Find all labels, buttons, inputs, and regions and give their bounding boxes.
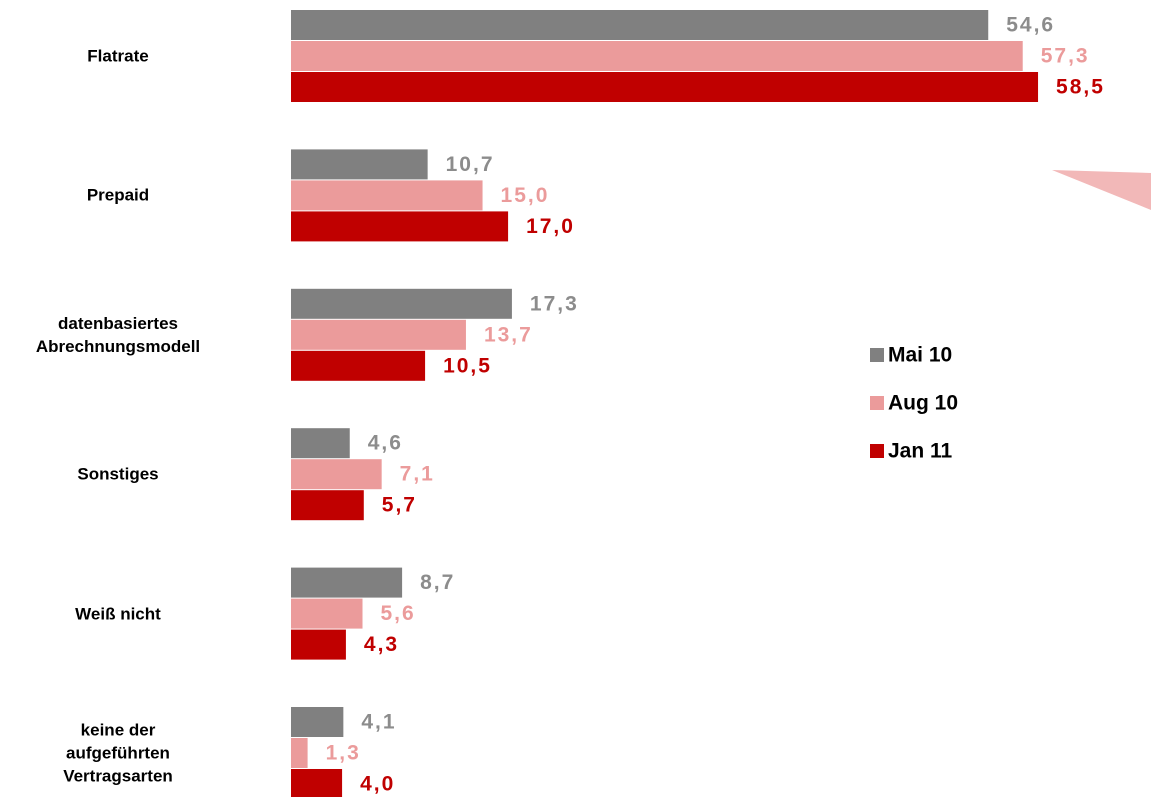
value-label: 4,3	[364, 633, 399, 656]
bar	[291, 211, 509, 242]
value-label: 5,7	[382, 494, 417, 517]
value-label: 4,6	[368, 432, 403, 455]
value-label: 17,3	[530, 292, 579, 315]
bar	[291, 629, 346, 660]
bar	[291, 149, 428, 180]
value-label: 57,3	[1041, 45, 1090, 68]
value-label: 7,1	[400, 463, 435, 486]
bar	[291, 738, 308, 768]
decoration	[1052, 170, 1151, 210]
bar	[291, 350, 426, 381]
bar	[291, 319, 466, 350]
legend-label: Jan 11	[888, 440, 953, 463]
bar	[291, 10, 989, 40]
bar	[291, 180, 483, 211]
category-label: Prepaid	[86, 185, 150, 205]
bar	[291, 288, 512, 319]
bar	[291, 567, 403, 598]
bar	[291, 459, 382, 490]
category-label: Weiß nicht	[75, 604, 161, 624]
value-label: 4,0	[360, 773, 395, 796]
value-label: 1,3	[326, 742, 361, 765]
value-label: 8,7	[420, 571, 455, 594]
bar	[291, 769, 343, 797]
value-label: 58,5	[1056, 76, 1105, 99]
legend-label: Mai 10	[888, 344, 952, 367]
bar	[291, 41, 1023, 71]
value-label: 10,5	[443, 354, 492, 377]
legend-swatch	[870, 444, 884, 458]
legend-swatch	[870, 396, 884, 410]
legend-swatch	[870, 348, 884, 362]
value-label: 13,7	[484, 323, 533, 346]
value-label: 15,0	[501, 184, 550, 207]
bar	[291, 72, 1039, 102]
category-label: Flatrate	[87, 46, 149, 66]
value-label: 54,6	[1006, 14, 1055, 37]
bar	[291, 490, 364, 521]
value-label: 5,6	[381, 602, 416, 625]
category-label: Sonstiges	[77, 464, 159, 484]
value-label: 10,7	[446, 153, 495, 176]
value-label: 4,1	[361, 711, 396, 734]
category-label: keine der aufgeführten Vertragsarten	[63, 720, 173, 786]
bar	[291, 598, 363, 629]
bar	[291, 428, 350, 459]
category-label: datenbasiertes Abrechnungsmodell	[35, 313, 201, 356]
legend-label: Aug 10	[888, 392, 958, 415]
value-label: 17,0	[526, 215, 575, 238]
bar	[291, 707, 344, 737]
